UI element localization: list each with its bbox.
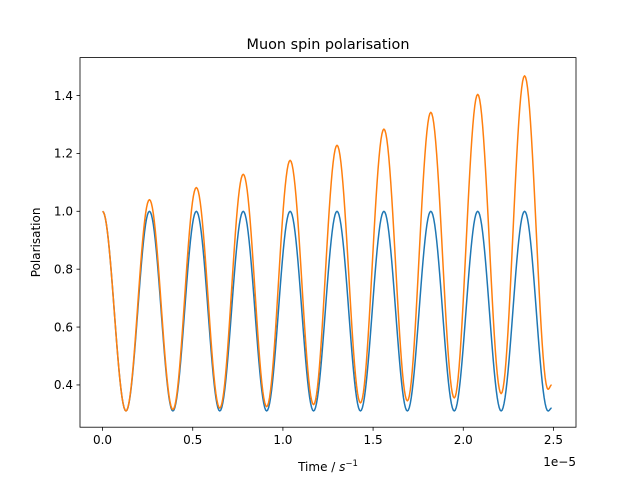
y-tick-label: 0.8 [54,262,73,276]
series-line-2 [102,75,553,412]
x-tick-label: 0.0 [93,433,112,447]
x-axis-label-unit: s [339,460,345,474]
x-axis-label: Time / s−1 [297,459,358,474]
y-tick-label: 1.4 [54,89,73,103]
x-tick-label: 1.0 [273,433,292,447]
chart-title: Muon spin polarisation [247,37,410,53]
y-tick-label: 1.0 [54,205,73,219]
x-tick-label: 0.5 [183,433,202,447]
y-tick-label: 1.2 [54,147,73,161]
y-tick-label: 0.6 [54,320,73,334]
series-layer [102,75,553,412]
x-tick-label: 2.5 [544,433,563,447]
x-axis-label-text: Time / [297,460,339,474]
x-axis-offset-text: 1e−5 [543,455,576,469]
x-tick-label: 1.5 [364,433,383,447]
x-tick-label: 2.0 [454,433,473,447]
plot-frame [79,57,577,428]
y-axis-label: Polarisation [29,208,43,278]
x-axis-label-exponent: −1 [345,459,358,469]
ticks-layer: 0.0 0.5 1.0 1.5 2.0 2.5 0.4 0.6 0.8 1.0 1.2 1.4 [54,89,563,447]
y-tick-label: 0.4 [54,378,73,392]
